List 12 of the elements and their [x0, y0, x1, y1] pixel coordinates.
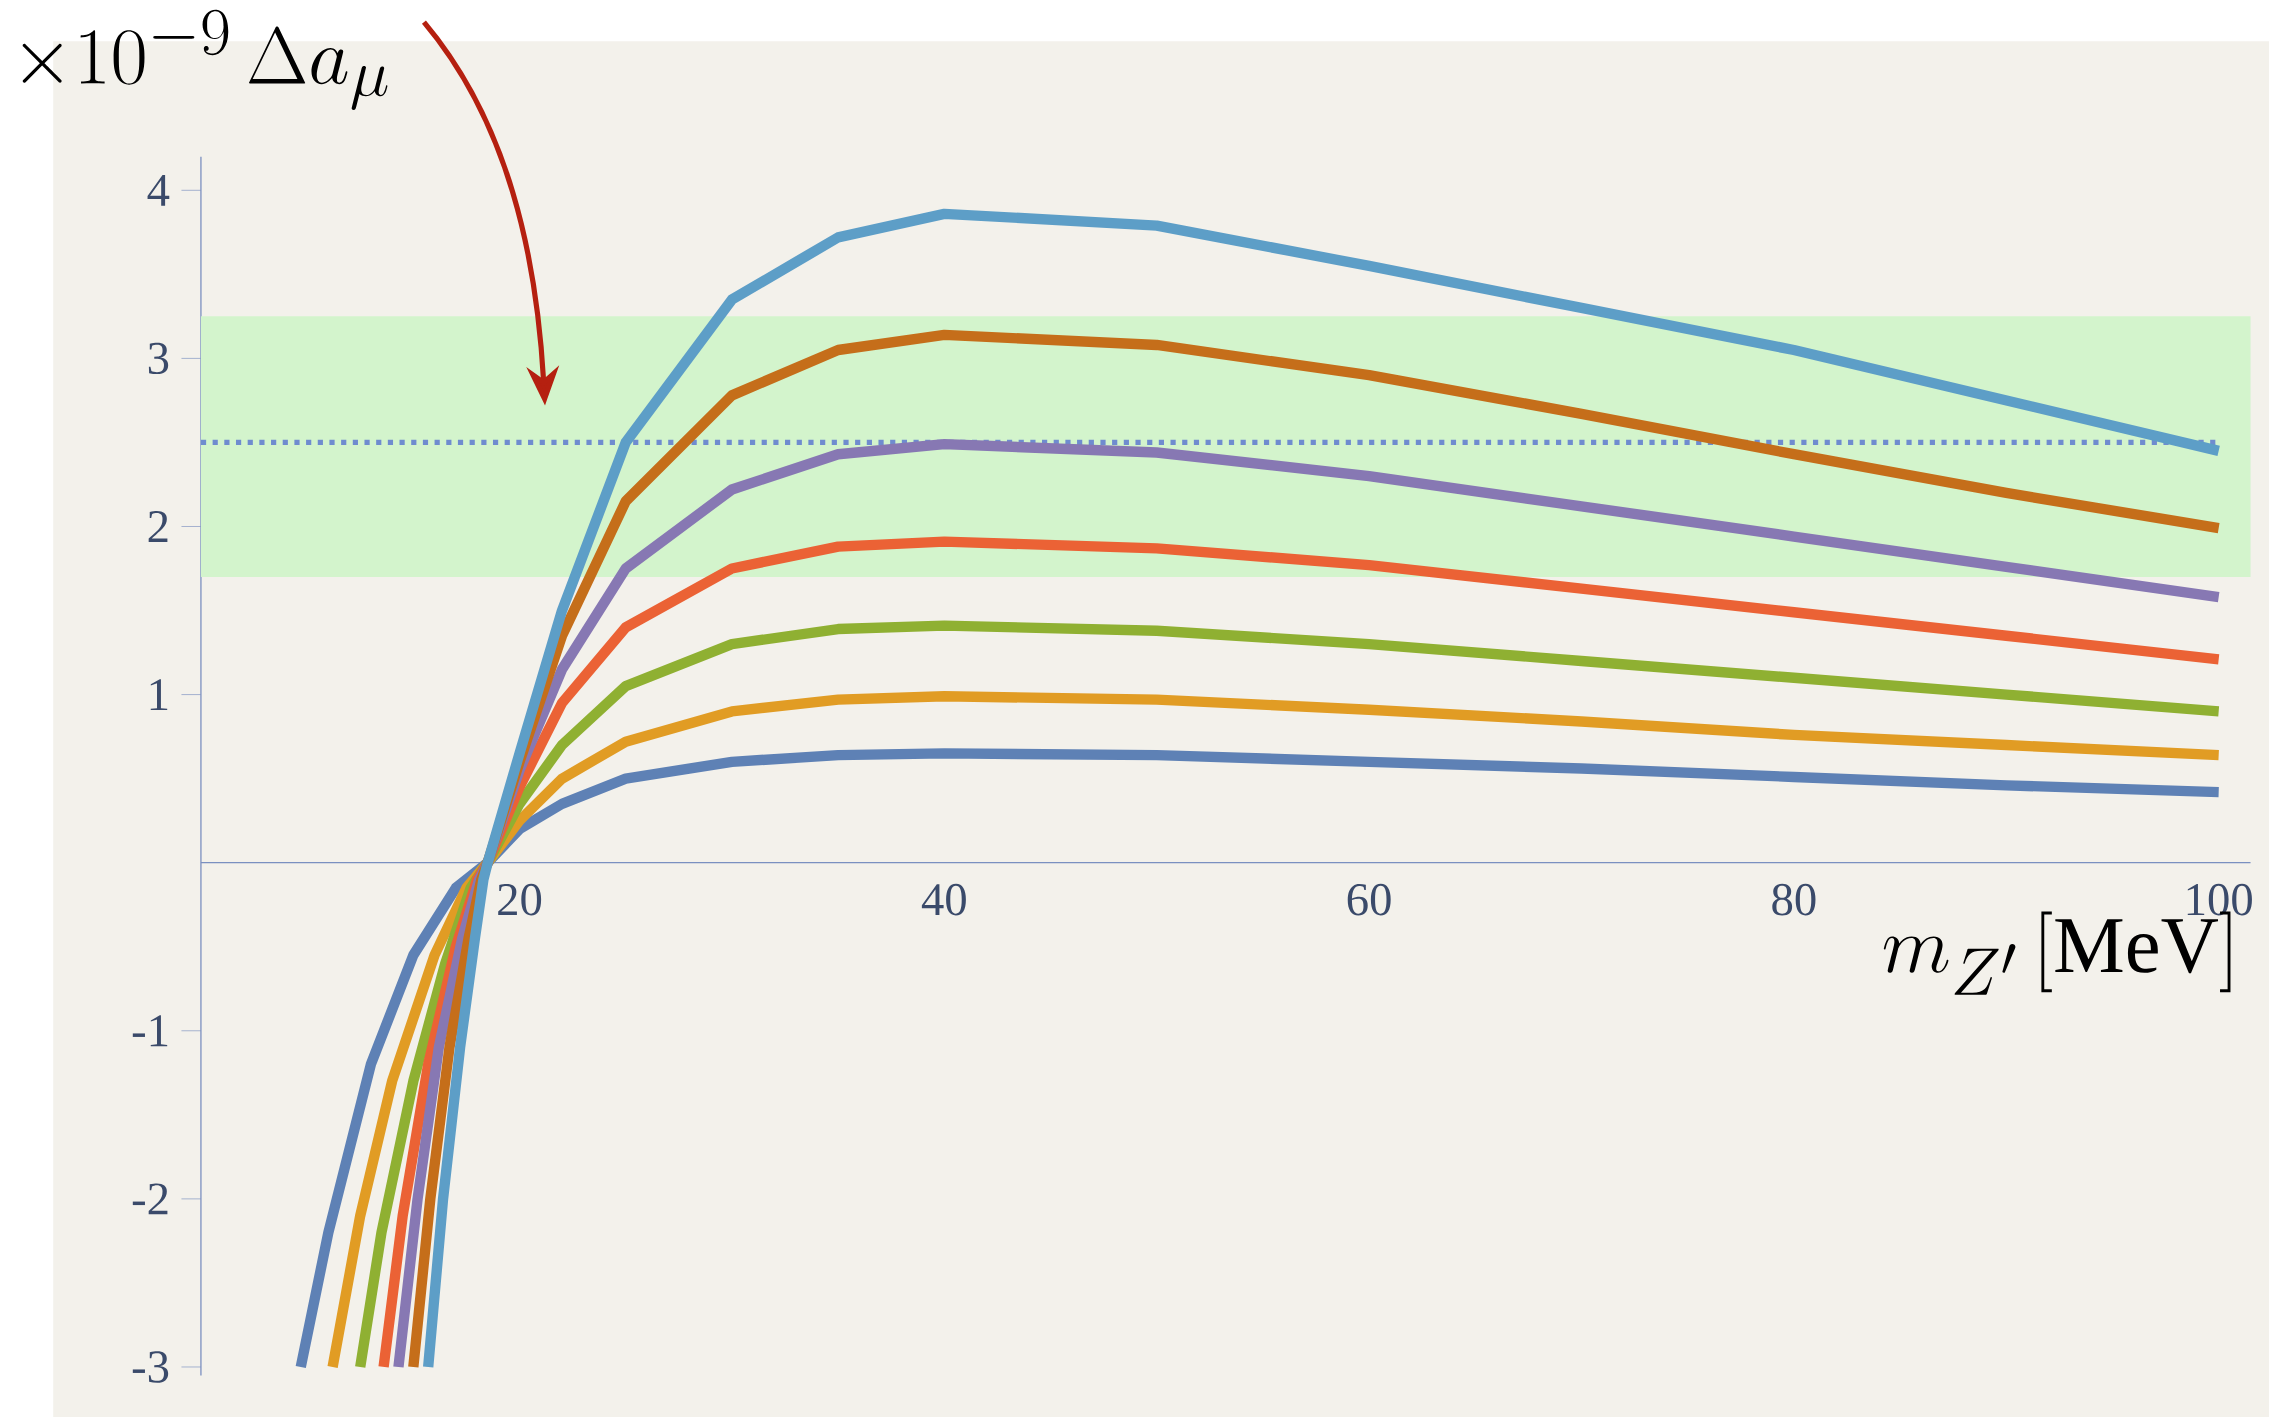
y-tick-label: -1	[132, 1015, 168, 1047]
y-axis-title: $\times 10^{-9}\,\Delta a_\mu$	[22, 9, 388, 111]
x-tick-label: 60	[1347, 883, 1391, 916]
y-tick-label: 2	[148, 511, 168, 542]
y-tick-label: 4	[147, 174, 170, 206]
y-tick-label: -3	[132, 1351, 169, 1383]
y-tick-label: 1	[150, 679, 168, 711]
y-tick-label: -2	[132, 1183, 168, 1215]
x-tick-label: 20	[498, 883, 542, 916]
x-tick-label: 40	[921, 883, 966, 916]
x-tick-label: 80	[1772, 883, 1816, 916]
y-tick-label: 3	[148, 342, 169, 375]
